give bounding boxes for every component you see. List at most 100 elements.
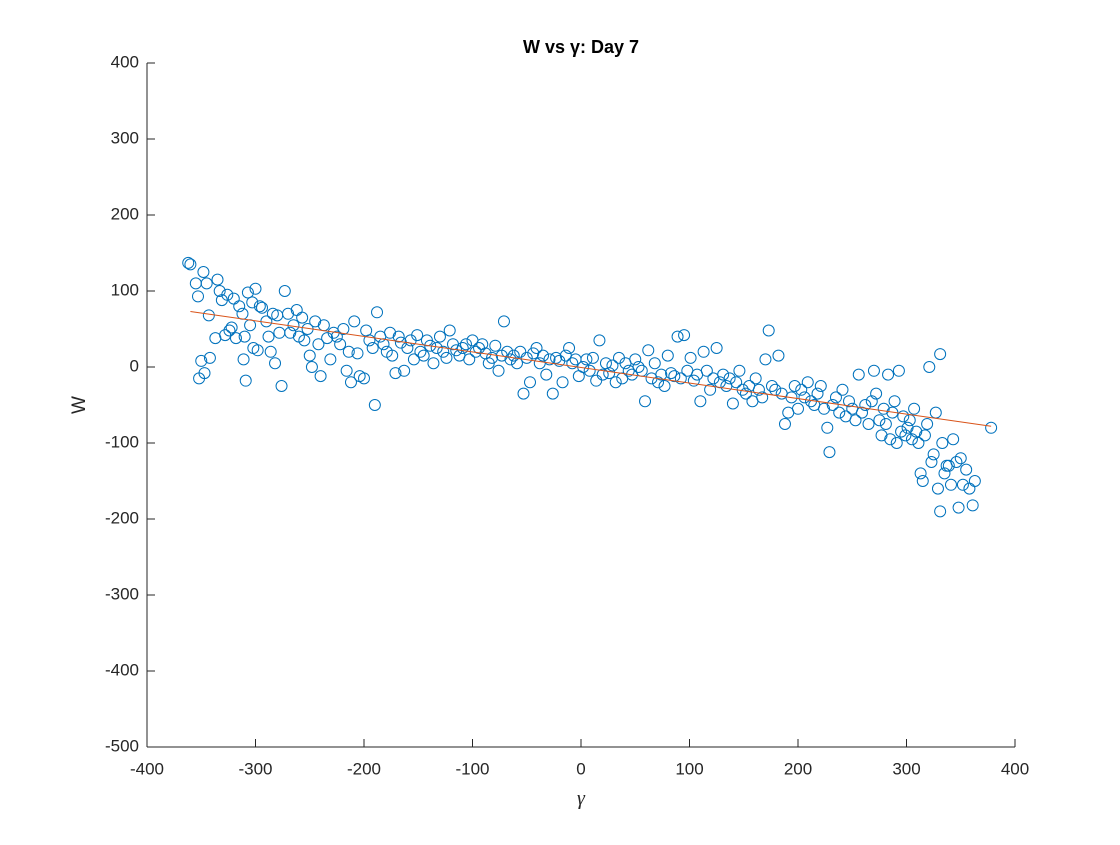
scatter-point bbox=[203, 351, 216, 364]
scatter-point bbox=[414, 345, 427, 358]
scatter-point bbox=[985, 421, 998, 434]
scatter-point bbox=[219, 329, 232, 342]
scatter-point bbox=[497, 315, 510, 328]
scatter-point bbox=[342, 345, 355, 358]
scatter-point bbox=[253, 300, 266, 313]
scatter-point bbox=[459, 338, 472, 351]
scatter-point bbox=[862, 418, 875, 430]
scatter-point bbox=[351, 347, 364, 360]
scatter-point bbox=[852, 368, 865, 381]
scatter-point bbox=[749, 372, 762, 385]
scatter-point bbox=[546, 387, 559, 400]
scatter-point bbox=[368, 399, 381, 411]
scatter-point bbox=[348, 315, 361, 328]
scatter-point bbox=[358, 372, 370, 385]
scatter-point bbox=[842, 395, 855, 408]
scatter-point bbox=[305, 361, 318, 373]
scatter-point bbox=[520, 351, 533, 364]
scatter-point bbox=[233, 300, 246, 313]
scatter-point bbox=[739, 387, 752, 400]
scatter-point bbox=[890, 437, 903, 449]
scatter-point bbox=[411, 329, 424, 342]
scatter-point bbox=[632, 361, 645, 373]
scatter-point bbox=[730, 376, 743, 389]
scatter-point bbox=[772, 349, 785, 362]
scatter-point bbox=[923, 361, 936, 373]
scatter-point bbox=[269, 357, 282, 370]
scatter-point bbox=[818, 402, 831, 415]
scatter-point bbox=[956, 478, 969, 491]
x-tick-label: 0 bbox=[576, 759, 585, 778]
scatter-point bbox=[437, 345, 450, 358]
scatter-point bbox=[225, 321, 238, 334]
scatter-point bbox=[463, 353, 476, 366]
scatter-point bbox=[678, 329, 691, 342]
scatter-point bbox=[723, 372, 736, 385]
scatter-point bbox=[424, 339, 437, 352]
scatter-point bbox=[884, 433, 897, 446]
scatter-point bbox=[456, 342, 469, 354]
y-tick-label: -500 bbox=[105, 736, 139, 755]
scatter-point bbox=[966, 499, 979, 512]
scatter-point bbox=[241, 286, 254, 299]
scatter-point bbox=[684, 351, 697, 364]
scatter-point bbox=[877, 402, 890, 415]
scatter-point bbox=[563, 342, 576, 354]
scatter-point bbox=[580, 353, 593, 366]
scatter-point bbox=[888, 395, 901, 408]
scatter-point bbox=[384, 326, 397, 339]
scatter-point bbox=[593, 334, 606, 347]
scatter-point bbox=[873, 414, 886, 427]
scatter-point bbox=[897, 410, 910, 423]
scatter-point bbox=[492, 364, 505, 377]
scatter-point bbox=[256, 301, 269, 314]
scatter-point bbox=[870, 387, 883, 400]
scatter-point bbox=[710, 342, 723, 354]
x-tick-label: -300 bbox=[238, 759, 272, 778]
scatter-point bbox=[944, 478, 957, 491]
scatter-point bbox=[826, 399, 839, 411]
scatter-point bbox=[639, 395, 652, 408]
y-tick-label: -300 bbox=[105, 584, 139, 603]
scatter-point bbox=[687, 374, 700, 387]
y-axis-label: W bbox=[69, 396, 90, 414]
fit-line bbox=[190, 311, 992, 427]
scatter-point bbox=[427, 357, 440, 370]
scatter-point bbox=[303, 349, 316, 362]
scatter-point bbox=[298, 334, 311, 347]
scatter-point bbox=[524, 376, 537, 389]
y-tick-label: 200 bbox=[111, 204, 139, 223]
scatter-point bbox=[665, 367, 678, 380]
y-tick-label: 100 bbox=[111, 280, 139, 299]
scatter-point bbox=[821, 421, 834, 434]
scatter-point bbox=[417, 349, 430, 362]
scatter-point bbox=[296, 311, 309, 324]
scatter-point bbox=[765, 380, 778, 392]
scatter-point bbox=[262, 330, 275, 343]
scatter-point bbox=[284, 326, 297, 339]
scatter-point bbox=[908, 402, 921, 415]
scatter-point bbox=[795, 383, 808, 396]
scatter-point bbox=[947, 433, 960, 446]
x-tick-label: -200 bbox=[347, 759, 381, 778]
scatter-point bbox=[717, 368, 730, 381]
scatter-point bbox=[934, 348, 947, 361]
scatter-point bbox=[191, 290, 204, 303]
scatter-point bbox=[398, 364, 411, 377]
scatter-point bbox=[590, 374, 603, 387]
scatter-point bbox=[867, 364, 880, 377]
scatter-point bbox=[648, 357, 661, 370]
scatter-point bbox=[583, 364, 596, 377]
scatter-point bbox=[213, 285, 226, 297]
scatter-point bbox=[905, 433, 918, 446]
scatter-point bbox=[916, 475, 929, 487]
scatter-point bbox=[899, 429, 912, 442]
scatter-point bbox=[386, 349, 399, 362]
scatter-point bbox=[833, 406, 846, 419]
scatter-point bbox=[596, 368, 609, 381]
scatter-point bbox=[914, 467, 927, 480]
scatter-point bbox=[629, 353, 642, 366]
scatter-point bbox=[901, 421, 914, 434]
scatter-point bbox=[486, 351, 499, 364]
